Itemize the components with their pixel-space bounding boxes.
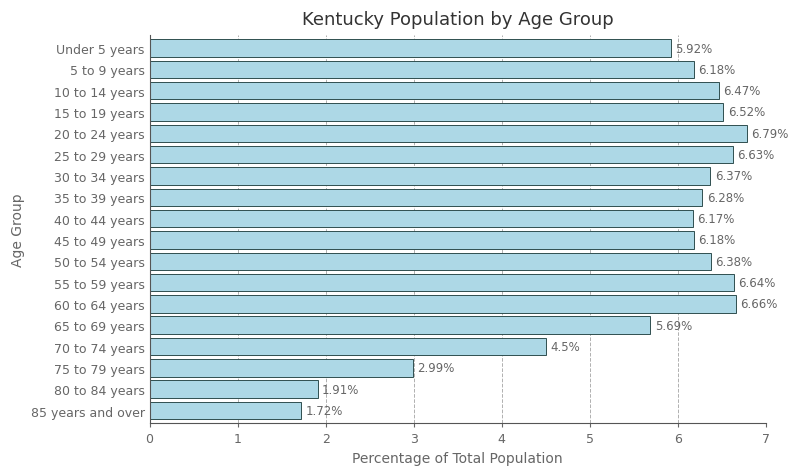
Bar xyxy=(150,168,710,185)
Bar xyxy=(150,274,734,292)
Text: 6.64%: 6.64% xyxy=(738,277,776,289)
Bar xyxy=(150,147,733,164)
Text: 6.47%: 6.47% xyxy=(723,85,761,98)
Text: 6.18%: 6.18% xyxy=(698,234,735,247)
Bar xyxy=(150,317,650,334)
Bar xyxy=(150,83,719,100)
Bar xyxy=(150,125,747,143)
Title: Kentucky Population by Age Group: Kentucky Population by Age Group xyxy=(302,11,614,29)
Bar xyxy=(150,338,546,356)
Text: 6.18%: 6.18% xyxy=(698,64,735,77)
Text: 1.91%: 1.91% xyxy=(322,383,359,396)
Text: 5.69%: 5.69% xyxy=(654,319,692,332)
Bar xyxy=(150,232,694,249)
Text: 6.28%: 6.28% xyxy=(706,191,744,204)
Text: 6.79%: 6.79% xyxy=(752,128,789,140)
Text: 4.5%: 4.5% xyxy=(550,340,580,353)
Bar xyxy=(150,104,723,121)
Text: 1.72%: 1.72% xyxy=(306,404,342,417)
Bar xyxy=(150,210,693,228)
Text: 6.17%: 6.17% xyxy=(697,213,734,226)
Text: 6.66%: 6.66% xyxy=(740,298,778,311)
Bar xyxy=(150,189,702,207)
Text: 6.52%: 6.52% xyxy=(728,106,765,119)
Text: 6.63%: 6.63% xyxy=(738,149,774,162)
Bar xyxy=(150,40,670,58)
Bar xyxy=(150,61,694,79)
Text: 2.99%: 2.99% xyxy=(417,362,454,375)
Text: 6.38%: 6.38% xyxy=(715,255,753,268)
Bar xyxy=(150,402,301,419)
Y-axis label: Age Group: Age Group xyxy=(11,193,25,267)
X-axis label: Percentage of Total Population: Percentage of Total Population xyxy=(352,451,563,465)
Bar xyxy=(150,359,413,377)
Text: 6.37%: 6.37% xyxy=(714,170,752,183)
Text: 5.92%: 5.92% xyxy=(675,42,712,55)
Bar xyxy=(150,381,318,398)
Bar xyxy=(150,253,711,270)
Bar xyxy=(150,296,736,313)
